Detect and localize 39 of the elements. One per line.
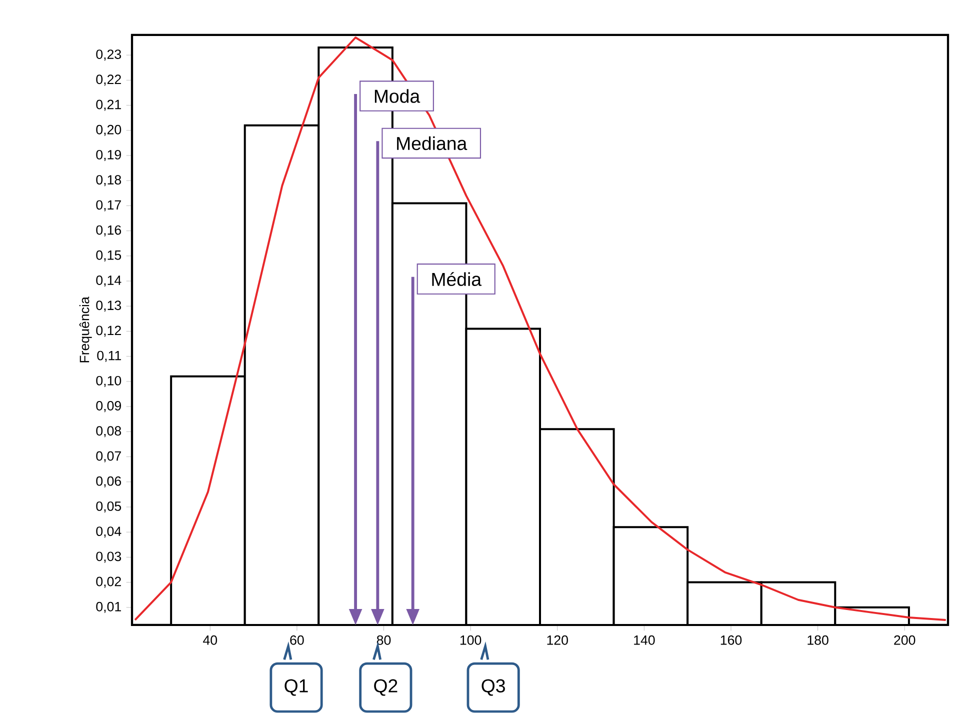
y-tick-label: 0,07 — [96, 451, 121, 462]
y-tick-label: 0,12 — [96, 326, 121, 337]
ref-line-label: Mediana — [397, 136, 468, 150]
x-tick-label: 100 — [460, 636, 482, 645]
y-tick-label: 0,09 — [96, 401, 121, 412]
annotation: Q1 — [284, 679, 308, 696]
y-tick-label: 0,22 — [96, 74, 121, 86]
y-tick-label: 0,08 — [96, 426, 122, 438]
y-tick-label: 0,20 — [96, 125, 122, 136]
y-tick-label: 0,04 — [96, 526, 122, 538]
y-tick-label: 0,18 — [96, 175, 122, 186]
y-tick-label: 0,06 — [96, 476, 122, 488]
annotation: Q2 — [374, 679, 398, 696]
x-tick-label: 160 — [720, 636, 742, 645]
x-tick-label: 80 — [376, 636, 391, 645]
ref-line-label: Moda — [374, 89, 420, 104]
x-tick-label: 180 — [808, 636, 828, 645]
y-tick-label: 0,21 — [96, 100, 121, 111]
y-tick-label: 0,01 — [96, 602, 121, 614]
y-tick-label: 0,05 — [96, 502, 122, 513]
x-tick-label: 120 — [547, 636, 568, 645]
y-tick-label: 0,11 — [97, 350, 121, 362]
y-tick-label: 0,19 — [96, 150, 121, 162]
x-tick-label: 200 — [894, 636, 916, 645]
y-tick-label: 0,13 — [96, 300, 122, 312]
y-tick-label: 0,23 — [96, 50, 122, 61]
x-tick-label: 40 — [203, 636, 218, 645]
y-tick-label: 0,15 — [96, 250, 122, 262]
y-tick-label: 0,03 — [96, 552, 122, 563]
y-axis-title: Frequência — [79, 296, 92, 362]
annotation: Q3 — [482, 679, 505, 696]
y-tick-label: 0,02 — [96, 576, 121, 588]
x-tick-label: 60 — [290, 636, 304, 645]
y-tick-label: 0,17 — [96, 200, 121, 212]
y-tick-label: 0,14 — [96, 276, 122, 287]
x-tick-label: 140 — [634, 636, 655, 645]
y-tick-label: 0,16 — [96, 225, 122, 236]
ref-line-label: Média — [432, 272, 482, 286]
y-tick-label: 0,10 — [96, 376, 122, 388]
